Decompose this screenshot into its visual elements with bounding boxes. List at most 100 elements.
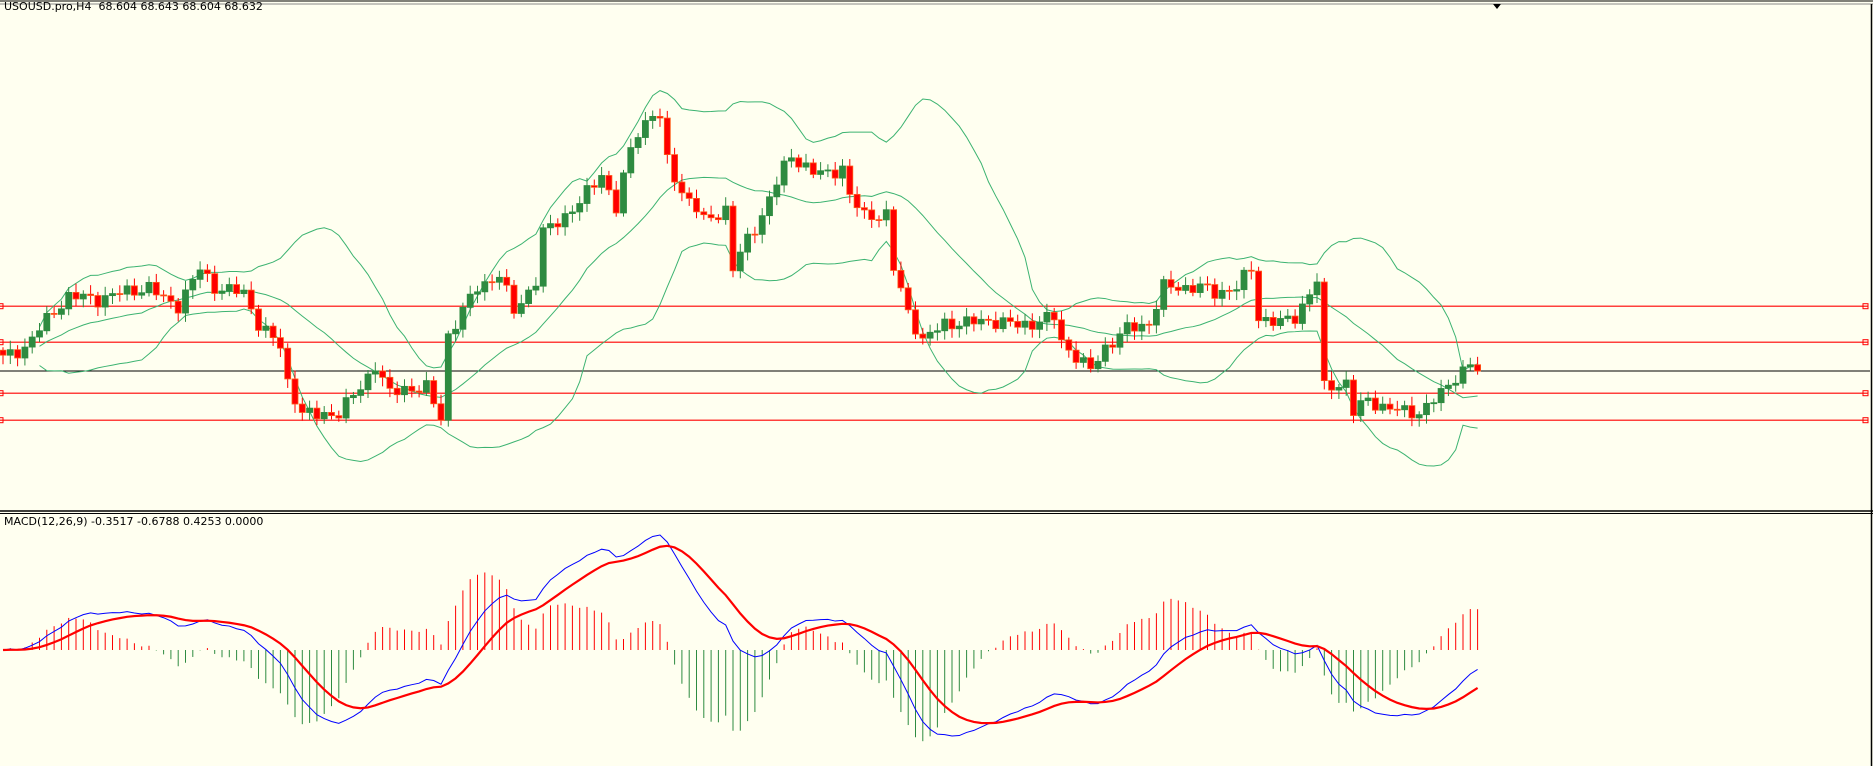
bear-candle <box>795 157 803 168</box>
bull-candle <box>532 285 540 291</box>
bear-candle <box>335 415 343 419</box>
bear-candle <box>298 403 306 413</box>
bull-candle <box>1364 397 1372 402</box>
bull-candle <box>145 281 153 294</box>
bear-candle <box>284 347 292 380</box>
bull-candle <box>1262 317 1270 322</box>
bull-candle <box>401 385 408 396</box>
bull-candle <box>1153 309 1160 326</box>
bull-candle <box>371 370 379 375</box>
bear-candle <box>890 209 897 271</box>
bear-candle <box>386 376 394 389</box>
bull-candle <box>955 325 963 330</box>
bear-candle <box>94 295 102 308</box>
level-handle-left[interactable] <box>0 339 4 346</box>
bull-candle <box>1452 382 1460 386</box>
bear-candle <box>707 214 715 219</box>
level-handle-right[interactable] <box>1862 417 1869 424</box>
bull-candle <box>780 160 788 186</box>
bull-candle <box>1357 400 1365 416</box>
bear-candle <box>430 380 438 405</box>
bull-candle <box>182 289 189 314</box>
chart-shift-marker-icon[interactable] <box>1493 4 1501 9</box>
bear-candle <box>1474 364 1481 372</box>
bull-candle <box>189 278 197 291</box>
bear-candle <box>1291 315 1299 324</box>
bull-candle <box>642 120 649 138</box>
bull-candle <box>1080 357 1087 363</box>
bull-candle <box>788 157 795 162</box>
bear-candle <box>992 319 1000 330</box>
bull-candle <box>963 316 970 327</box>
bear-candle <box>663 117 671 155</box>
bull-candle <box>620 172 627 214</box>
bull-candle <box>1233 289 1241 292</box>
bull-candle <box>1445 384 1452 389</box>
bear-candle <box>415 390 423 393</box>
bear-candle <box>1320 281 1328 382</box>
bull-candle <box>364 373 372 391</box>
bear-candle <box>14 349 22 359</box>
bull-candle <box>539 227 547 287</box>
level-handle-right[interactable] <box>1862 390 1869 397</box>
bear-candle <box>853 193 861 209</box>
ohlc-values: 68.604 68.643 68.604 68.632 <box>98 0 263 13</box>
bear-candle <box>590 185 598 188</box>
bull-candle <box>79 293 87 300</box>
bear-candle <box>1269 317 1277 326</box>
bear-candle <box>291 378 299 405</box>
bull-candle <box>999 317 1007 330</box>
bull-candle <box>123 285 131 295</box>
bear-candle <box>729 205 737 272</box>
bull-candle <box>1466 364 1474 368</box>
bear-candle <box>1014 321 1022 328</box>
bull-candle <box>1123 322 1131 335</box>
level-handle-left[interactable] <box>0 303 4 310</box>
level-handle-right[interactable] <box>1862 339 1869 346</box>
bear-candle <box>897 270 905 289</box>
bull-candle <box>1306 294 1314 305</box>
bull-candle <box>1299 303 1306 324</box>
bull-candle <box>474 291 481 295</box>
bear-candle <box>1072 349 1080 363</box>
bull-candle <box>517 303 525 314</box>
bear-candle <box>1167 279 1175 288</box>
bear-candle <box>912 309 919 335</box>
bull-candle <box>196 269 204 280</box>
bull-candle <box>649 116 657 121</box>
bull-candle <box>36 330 43 338</box>
bull-candle <box>240 289 248 295</box>
level-handle-left[interactable] <box>0 390 4 397</box>
bear-candle <box>671 154 678 183</box>
bull-candle <box>58 308 65 315</box>
level-handle-right[interactable] <box>1862 303 1869 310</box>
bear-candle <box>116 293 124 295</box>
bear-candle <box>167 295 175 302</box>
bear-candle <box>276 337 284 349</box>
bear-candle <box>379 370 387 378</box>
bear-candle <box>612 189 620 214</box>
bear-candle <box>1109 344 1116 348</box>
bull-candle <box>583 185 591 204</box>
bull-candle <box>1401 405 1408 411</box>
bull-candle <box>1218 289 1226 299</box>
level-handle-left[interactable] <box>0 417 4 424</box>
bull-candle <box>1240 269 1248 291</box>
bull-candle <box>824 169 832 172</box>
bear-candle <box>1247 269 1255 272</box>
bear-candle <box>160 294 168 297</box>
bull-candle <box>525 289 532 304</box>
bull-candle <box>262 325 270 331</box>
bull-candle <box>1459 366 1467 384</box>
bear-candle <box>1350 379 1357 416</box>
bear-candle <box>1328 380 1335 391</box>
bear-candle <box>1211 284 1219 299</box>
bear-candle <box>751 233 759 236</box>
bull-candle <box>28 336 36 348</box>
bull-candle <box>481 281 489 293</box>
bull-candle <box>459 306 467 330</box>
bull-candle <box>138 292 146 296</box>
bear-candle <box>1050 311 1058 321</box>
bear-candle <box>605 175 613 191</box>
